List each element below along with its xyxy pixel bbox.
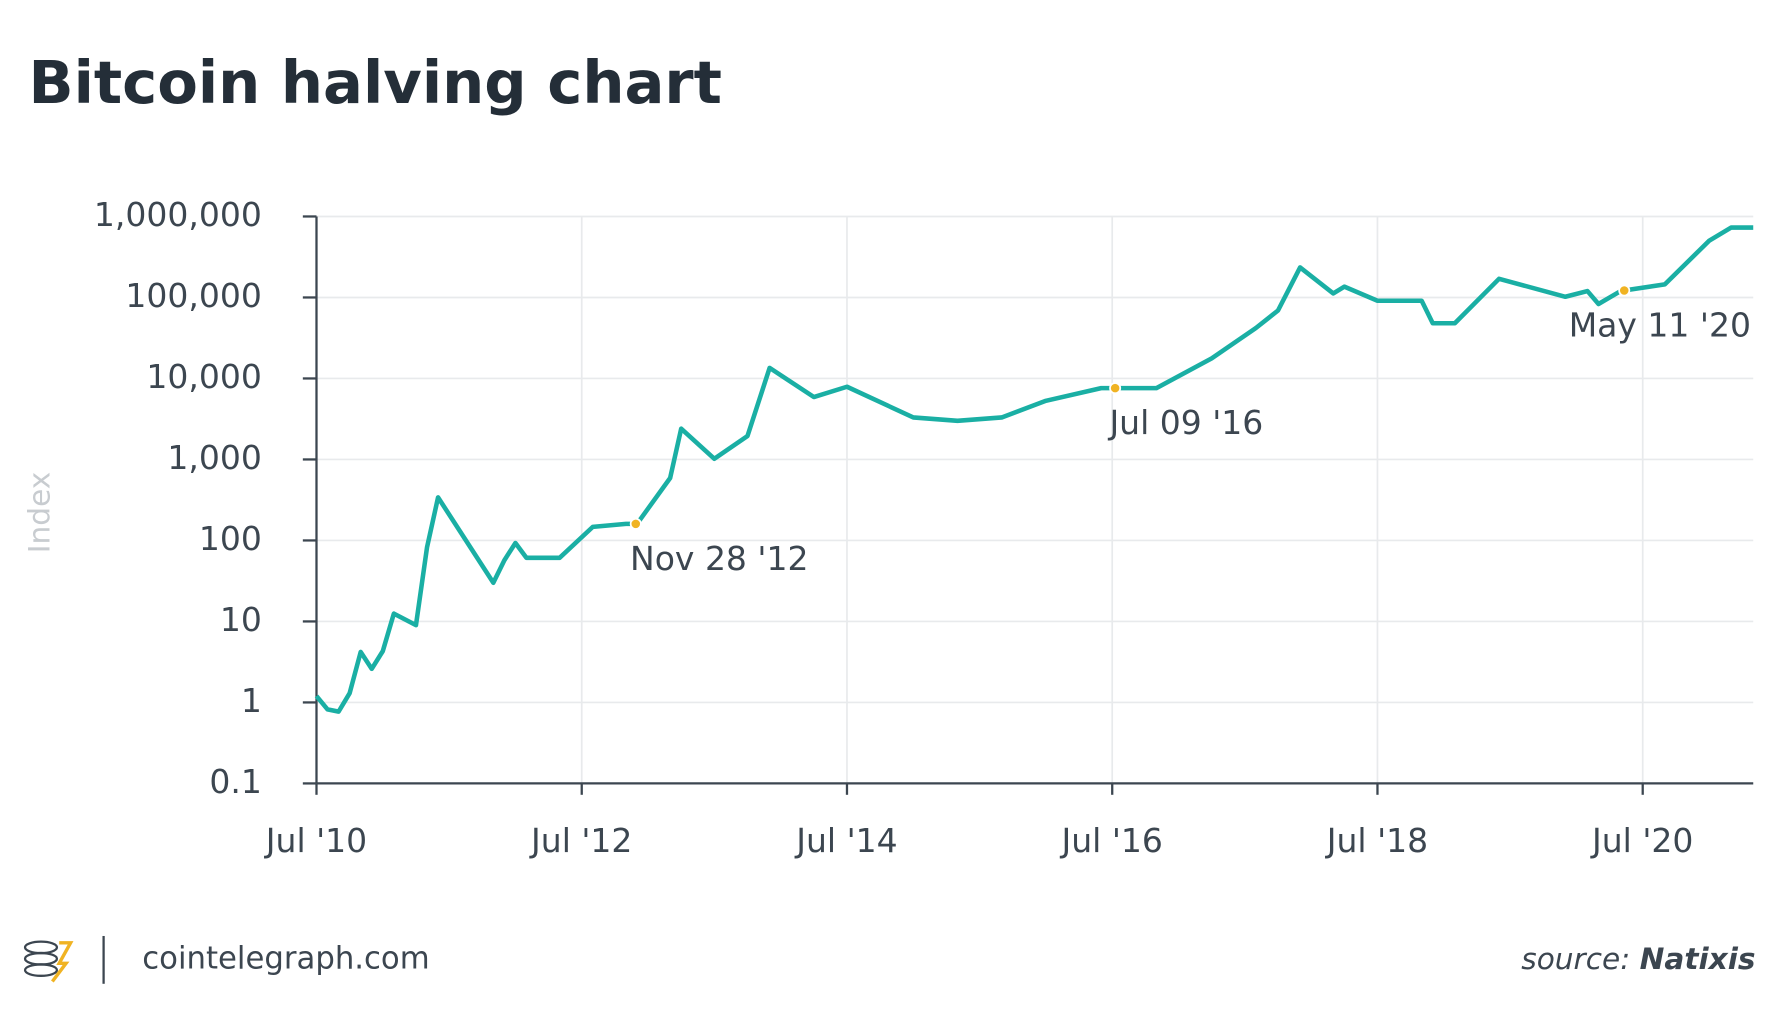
chart-title: Bitcoin halving chart [28,48,721,117]
y-tick-label: 0.1 [209,762,261,801]
y-tick-label: 100,000 [125,276,261,315]
x-tick-label: Jul '18 [1325,821,1428,860]
source-label: source: [1521,941,1630,975]
annotation: Nov 28 '12 [630,539,808,578]
y-tick-label: 10,000 [146,357,261,396]
y-tick-label: 10 [220,600,262,639]
logo [23,935,105,984]
data-line [314,225,1754,714]
y-tick-label: 1,000,000 [94,195,262,234]
halving-marker [1109,382,1122,395]
y-tick-label: 1 [241,681,262,720]
footer: cointelegraph.com [142,940,429,976]
source: source: Natixis [1521,941,1755,975]
x-tick-label: Jul '10 [264,821,367,860]
halving-marker [629,517,642,530]
x-tick-label: Jul '12 [529,821,632,860]
annotation: Jul 09 '16 [1107,403,1263,442]
annotation: May 11 '20 [1569,305,1751,344]
halving-marker [1618,284,1631,297]
x-tick-label: Jul '16 [1060,821,1163,860]
y-tick-label: 1,000 [167,438,261,477]
source-name: Natixis [1640,941,1756,975]
y-tick-label: 100 [199,519,262,558]
y-axis-label: Index [22,472,56,553]
x-tick-label: Jul '14 [794,821,897,860]
x-tick-label: Jul '20 [1590,821,1693,860]
